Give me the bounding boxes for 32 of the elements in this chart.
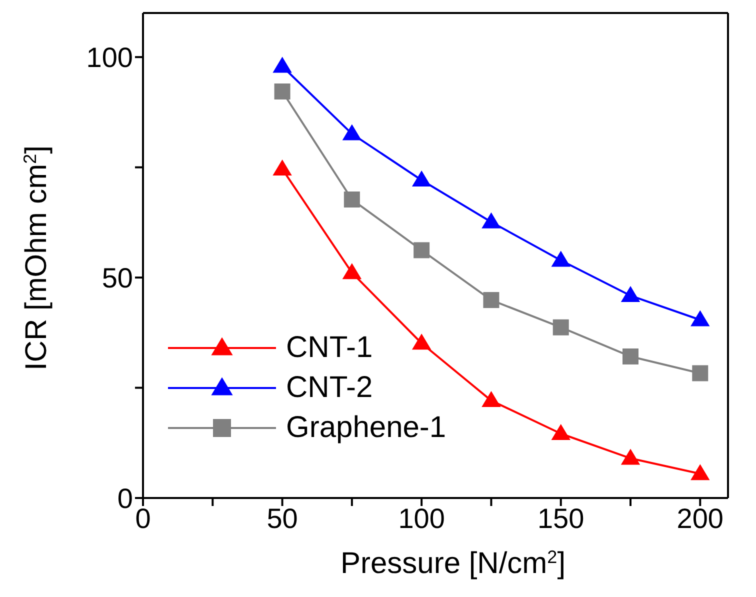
point [344,192,360,208]
point [482,212,501,228]
x-tick-label: 150 [538,502,584,534]
point [274,83,290,100]
y-tick-label: 50 [102,262,133,294]
legend-label: CNT-2 [286,371,373,405]
y-tick-label: 0 [117,482,133,514]
point [690,310,710,326]
x-tick-label: 50 [266,502,298,534]
point [551,424,570,440]
point [414,242,430,258]
point [551,250,570,267]
point [690,464,710,480]
point [620,448,640,465]
legend-label: Graphene-1 [286,411,446,445]
point [620,286,640,302]
point [412,334,432,350]
point [342,124,362,140]
point [483,292,500,308]
x-axis-title: Pressure [N/cm$^{2}$] [340,547,566,580]
point [692,365,708,382]
point [272,159,292,176]
y-tick-label: 100 [86,42,133,74]
x-tick-label: 100 [398,502,445,534]
x-tick-label: 200 [676,502,724,534]
point [412,170,432,187]
point [272,56,292,73]
legend-label: CNT-1 [286,331,373,365]
point [342,263,362,280]
point [482,390,501,407]
point [622,348,638,364]
point [552,319,569,336]
